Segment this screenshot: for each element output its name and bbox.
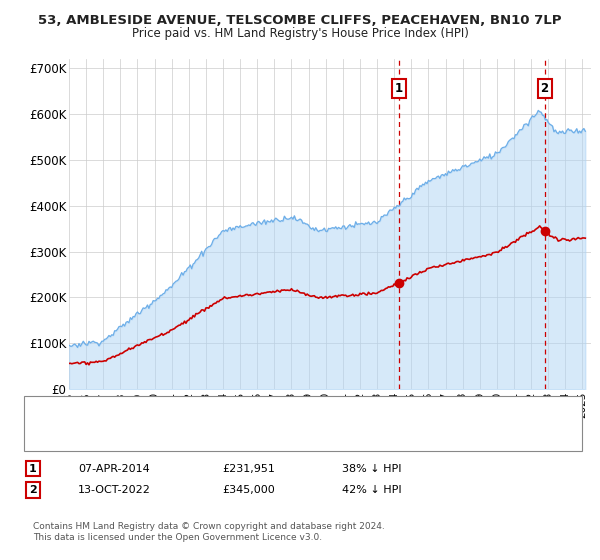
Text: 2: 2 bbox=[29, 485, 37, 495]
Text: 2: 2 bbox=[541, 82, 548, 95]
Text: 53, AMBLESIDE AVENUE, TELSCOMBE CLIFFS, PEACEHAVEN, BN10 7LP: 53, AMBLESIDE AVENUE, TELSCOMBE CLIFFS, … bbox=[38, 14, 562, 27]
Text: 07-APR-2014: 07-APR-2014 bbox=[78, 464, 150, 474]
Text: 1: 1 bbox=[395, 82, 403, 95]
Text: 53, AMBLESIDE AVENUE, TELSCOMBE CLIFFS, PEACEHAVEN, BN10 7LP (detached house): 53, AMBLESIDE AVENUE, TELSCOMBE CLIFFS, … bbox=[80, 407, 539, 416]
Text: 38% ↓ HPI: 38% ↓ HPI bbox=[342, 464, 401, 474]
Text: £345,000: £345,000 bbox=[222, 485, 275, 495]
Text: Price paid vs. HM Land Registry's House Price Index (HPI): Price paid vs. HM Land Registry's House … bbox=[131, 27, 469, 40]
Text: 1: 1 bbox=[29, 464, 37, 474]
Text: Contains HM Land Registry data © Crown copyright and database right 2024.: Contains HM Land Registry data © Crown c… bbox=[33, 522, 385, 531]
Text: This data is licensed under the Open Government Licence v3.0.: This data is licensed under the Open Gov… bbox=[33, 533, 322, 542]
Text: 13-OCT-2022: 13-OCT-2022 bbox=[78, 485, 151, 495]
Text: 42% ↓ HPI: 42% ↓ HPI bbox=[342, 485, 401, 495]
Text: HPI: Average price, detached house, Lewes: HPI: Average price, detached house, Lewe… bbox=[80, 431, 305, 440]
Text: £231,951: £231,951 bbox=[222, 464, 275, 474]
